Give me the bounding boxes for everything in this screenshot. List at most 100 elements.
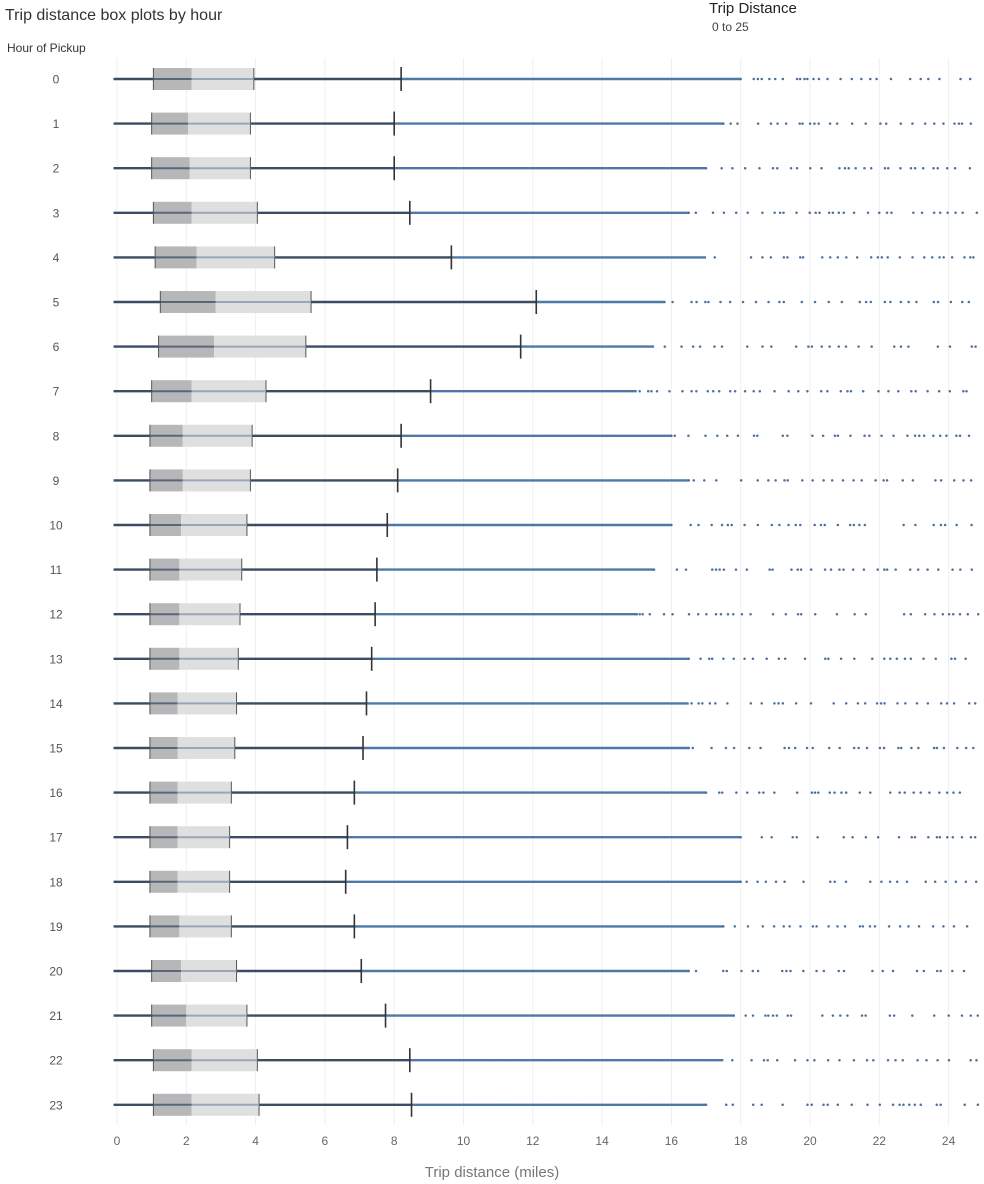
outlier-point [819,389,823,393]
outlier-point [935,746,939,750]
box-plot-row-11[interactable]: 11 [50,557,974,582]
outlier-point [830,479,834,482]
outlier-point [771,568,774,571]
box-plot-row-8[interactable]: 8 [53,423,971,448]
outlier-point [760,702,763,705]
outlier-point [839,77,842,81]
box-plot-row-19[interactable]: 19 [49,914,969,939]
box-plot-row-4[interactable]: 4 [53,245,975,270]
box-plot-row-22[interactable]: 22 [49,1048,978,1073]
box-plot-row-13[interactable]: 13 [49,646,967,671]
outlier-point [892,1014,896,1017]
box-plot-row-1[interactable]: 1 [53,111,973,136]
outlier-point [740,969,743,973]
outlier-point [863,166,866,170]
outlier-point [938,211,942,215]
outlier-point [965,925,969,928]
box-plot-row-18[interactable]: 18 [49,869,978,894]
box-plot-row-3[interactable]: 3 [53,200,979,225]
outlier-point [739,77,742,81]
outlier-point [945,835,949,839]
outlier-point [713,256,716,259]
outlier-point [898,925,902,928]
outlier-point [768,568,771,571]
outlier-point [739,479,743,482]
box-plot-row-12[interactable]: 12 [49,602,980,627]
filter-title[interactable]: Trip Distance [709,0,797,17]
outlier-point [963,256,966,259]
box-plot-row-23[interactable]: 23 [49,1092,980,1117]
outlier-point [923,122,927,125]
outlier-point [938,791,941,794]
outlier-point [703,479,706,482]
outlier-point [899,300,903,304]
outlier-point [837,345,841,348]
outlier-point [729,122,732,125]
outlier-point [964,657,967,661]
outlier-point [746,791,749,794]
outlier-point [725,434,729,438]
box-plot-row-14[interactable]: 14 [49,691,977,716]
outlier-point [857,746,860,750]
outlier-point [970,568,974,571]
outlier-point [705,612,708,616]
hour-label: 4 [53,251,60,265]
outlier-point [972,746,975,750]
outlier-point [761,345,764,348]
outlier-point [842,568,845,571]
outlier-point [951,835,955,839]
outlier-point [976,1014,980,1017]
outlier-point [861,389,865,393]
box-plot-row-0[interactable]: 0 [53,67,972,91]
outlier-point [745,568,749,571]
box-plot-row-9[interactable]: 9 [53,468,973,493]
outlier-point [973,835,977,839]
outlier-point [759,746,762,750]
outlier-point [876,835,880,839]
box-plot-row-16[interactable]: 16 [49,780,962,805]
box-plot-row-17[interactable]: 17 [49,825,977,850]
outlier-point [835,122,839,125]
outlier-point [915,300,918,304]
box-plot-row-6[interactable]: 6 [53,334,977,359]
box-plot-row-5[interactable]: 5 [53,290,971,314]
outlier-point [802,969,805,973]
outlier-point [670,523,673,527]
outlier-point [775,1058,779,1062]
x-tick-label: 16 [665,1134,679,1148]
outlier-point [817,791,820,794]
box-plot-row-7[interactable]: 7 [53,379,968,404]
filter-range[interactable]: 0 to 25 [712,20,749,34]
outlier-point [799,925,802,928]
outlier-point [750,1058,753,1062]
outlier-point [865,1058,869,1062]
outlier-point [781,1103,784,1107]
outlier-point [911,479,915,482]
outlier-point [771,1014,775,1017]
box-plot-row-20[interactable]: 20 [49,959,966,983]
outlier-point [756,122,760,125]
box-plot-row-10[interactable]: 10 [49,513,973,537]
hour-label: 0 [53,73,60,87]
box-plot-row-15[interactable]: 15 [49,736,975,760]
outlier-point [828,345,831,348]
outlier-point [809,166,812,170]
outlier-point [810,791,814,794]
outlier-point [869,791,872,794]
outlier-point [783,479,786,482]
outlier-point [741,300,745,304]
box-plot-row-2[interactable]: 2 [53,156,972,181]
outlier-point [880,256,884,259]
outlier-point [927,835,930,839]
outlier-point [877,389,880,393]
box-plot-row-21[interactable]: 21 [49,1003,980,1028]
outlier-point [945,791,949,794]
x-tick-label: 8 [391,1134,398,1148]
outlier-point [821,434,825,438]
outlier-point [844,702,848,705]
outlier-point [938,77,941,81]
outlier-point [712,389,715,393]
outlier-point [701,702,704,705]
outlier-point [827,657,830,661]
outlier-point [942,746,946,750]
